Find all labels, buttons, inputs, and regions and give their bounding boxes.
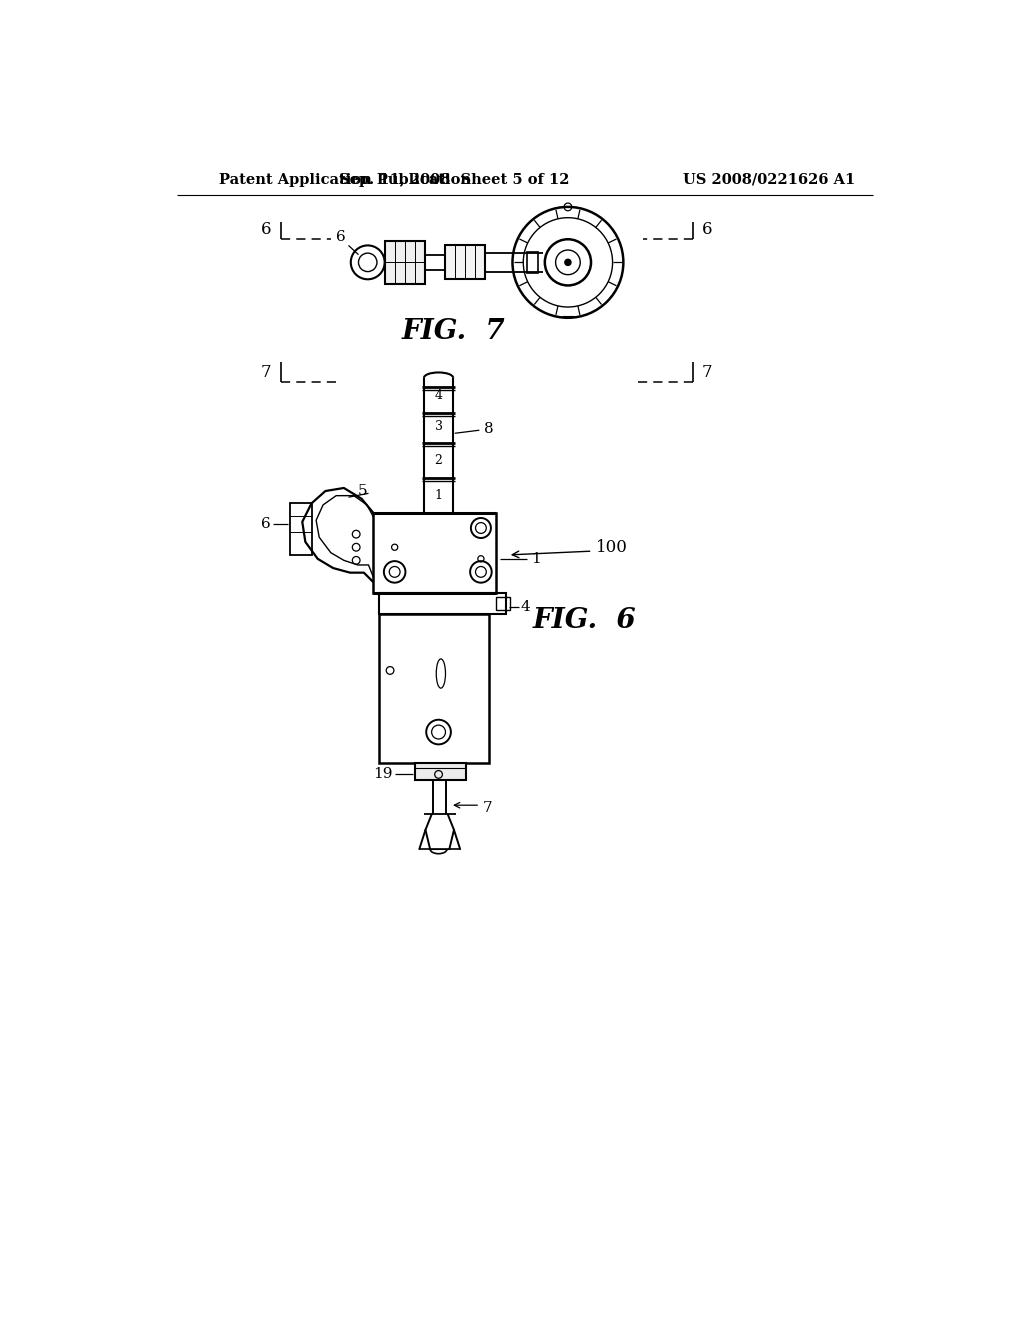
Text: 6: 6 (261, 220, 271, 238)
Text: 6: 6 (701, 220, 713, 238)
Text: 4: 4 (521, 599, 530, 614)
Text: 6: 6 (337, 230, 346, 244)
Text: 6: 6 (261, 517, 270, 531)
Text: 7: 7 (261, 364, 271, 381)
Text: US 2008/0221626 A1: US 2008/0221626 A1 (683, 173, 856, 187)
Bar (290, 503, 311, 554)
Circle shape (565, 259, 571, 265)
Text: FIG.  6: FIG. 6 (534, 607, 637, 634)
Bar (373, 512, 497, 594)
Text: 5: 5 (357, 484, 367, 498)
Text: FIG.  7: FIG. 7 (402, 318, 506, 345)
Bar (379, 594, 506, 614)
Text: 100: 100 (596, 539, 629, 556)
Text: 7: 7 (701, 364, 713, 381)
Text: 1: 1 (531, 552, 541, 566)
Bar (527, 252, 538, 273)
Bar (444, 246, 484, 280)
Bar (416, 763, 466, 780)
Text: 2: 2 (434, 454, 442, 467)
Text: 7: 7 (483, 801, 493, 816)
Text: 3: 3 (434, 420, 442, 433)
Text: Sep. 11, 2008  Sheet 5 of 12: Sep. 11, 2008 Sheet 5 of 12 (339, 173, 569, 187)
Text: 19: 19 (373, 767, 392, 780)
Text: Patent Application Publication: Patent Application Publication (219, 173, 471, 187)
Text: 8: 8 (484, 422, 494, 437)
Bar (379, 614, 488, 763)
Text: 4: 4 (434, 389, 442, 403)
Bar (385, 240, 425, 284)
Text: 1: 1 (434, 490, 442, 502)
Bar (497, 597, 510, 610)
